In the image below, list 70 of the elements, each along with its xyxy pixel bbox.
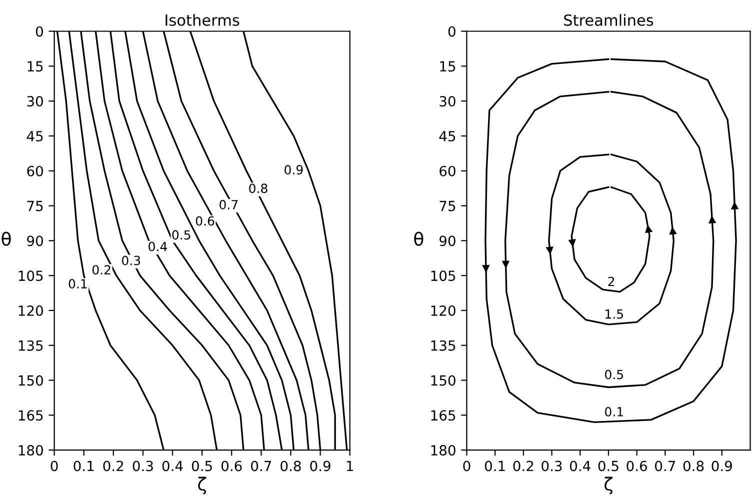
y-tick-label: 150: [18, 375, 43, 386]
x-tick-label: 1: [346, 460, 353, 472]
x-tick-label: 0.4: [162, 460, 183, 472]
y-tick-label: 0: [36, 26, 43, 37]
annotation: 1.5: [606, 309, 623, 319]
annotation: 0.8: [249, 184, 268, 194]
x-tick-label: 0.5: [192, 460, 212, 472]
x-tick-label: 0.4: [570, 460, 590, 472]
x-tick-label: 0.9: [310, 460, 330, 472]
y-tick-label: 0: [448, 26, 456, 37]
line-series: [504, 90, 714, 388]
x-tick-label: 0.6: [626, 460, 647, 472]
x-tick-label: 0.8: [683, 460, 704, 472]
annotation: 0.5: [172, 230, 190, 240]
y-tick-label: 45: [26, 131, 43, 142]
chart-title: Isotherms: [166, 14, 240, 26]
y-tick-label: 30: [440, 96, 456, 107]
x-tick-label: 0.7: [251, 460, 272, 472]
y-axis-title: θ: [414, 232, 424, 246]
y-tick-label: 15: [440, 61, 456, 72]
x-axis-title: ζ: [198, 476, 206, 494]
x-tick-label: 0.8: [280, 460, 301, 472]
y-tick-label: 105: [431, 270, 456, 282]
x-tick-label: 0: [463, 460, 470, 472]
y-tick-label: 75: [440, 200, 456, 212]
x-tick-label: 0.9: [712, 460, 732, 472]
y-tick-label: 45: [439, 131, 456, 142]
y-tick-label: 135: [18, 340, 43, 351]
y-tick-label: 90: [440, 236, 456, 246]
chart-title: Streamlines: [564, 14, 654, 26]
y-tick-label: 75: [27, 200, 43, 212]
annotation: 0.2: [92, 265, 110, 275]
y-tick-label: 60: [440, 166, 456, 176]
annotation: 0.3: [122, 256, 140, 266]
x-tick-label: 0.1: [484, 460, 505, 472]
x-tick-label: 0.3: [542, 460, 562, 472]
y-tick-label: 90: [27, 236, 43, 246]
y-tick-label: 105: [18, 270, 43, 282]
annotation: 0.9: [284, 165, 303, 174]
y-tick-label: 165: [18, 410, 43, 421]
x-tick-label: 0.3: [132, 460, 153, 472]
line-series: [484, 58, 737, 423]
y-tick-label: 120: [18, 305, 43, 316]
y-tick-label: 165: [431, 410, 456, 421]
annotation: 0.1: [605, 407, 623, 416]
y-tick-label: 180: [431, 445, 456, 456]
annotation: 0.5: [605, 370, 623, 380]
y-tick-label: 30: [27, 96, 43, 107]
x-tick-label: 0.2: [513, 460, 534, 472]
line-series: [570, 186, 650, 293]
x-tick-label: 0.5: [598, 460, 618, 472]
y-tick-label: 180: [18, 445, 43, 456]
y-tick-label: 135: [431, 340, 456, 351]
annotation: 0.6: [196, 216, 214, 226]
y-tick-label: 150: [431, 375, 456, 386]
annotation: 0.7: [220, 200, 238, 210]
y-axis-title: θ: [2, 232, 11, 246]
x-tick-label: 0.1: [74, 460, 94, 472]
annotation: 0.1: [68, 279, 87, 288]
x-tick-label: 0: [50, 460, 58, 472]
x-tick-label: 0.7: [655, 460, 676, 472]
x-tick-label: 0.2: [103, 460, 124, 472]
x-tick-label: 0.6: [222, 460, 242, 472]
y-tick-label: 120: [431, 305, 456, 316]
line-series: [548, 154, 675, 326]
y-tick-label: 15: [28, 61, 43, 72]
annotation: 2: [608, 276, 614, 286]
annotation: 0.4: [148, 242, 167, 252]
y-tick-label: 60: [27, 166, 43, 176]
x-axis-title: ζ: [604, 476, 613, 494]
